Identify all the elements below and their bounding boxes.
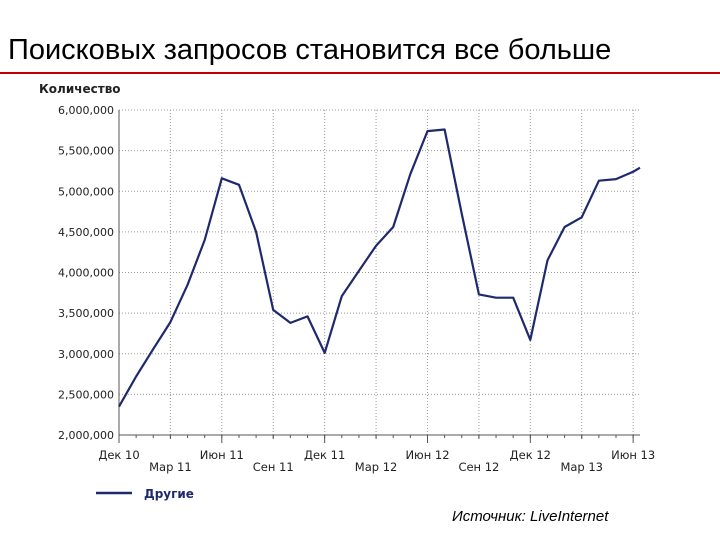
x-tick-label: Сен 12 [458, 460, 499, 474]
slide-title: Поисковых запросов становится все больше [8, 34, 612, 66]
legend-label: Другие [144, 487, 194, 501]
x-tick-label: Июн 11 [200, 448, 244, 462]
source-note: Источник: LiveInternet [452, 508, 609, 525]
chart-series [118, 128, 641, 408]
x-tick-label: Мар 12 [355, 460, 398, 474]
series-line [118, 128, 641, 408]
y-tick-label: 2,500,000 [58, 388, 114, 401]
x-tick-label: Дек 10 [98, 448, 139, 462]
y-tick-label: 5,500,000 [58, 145, 114, 158]
y-tick-label: 5,000,000 [58, 185, 114, 198]
y-tick-label: 6,000,000 [58, 104, 114, 117]
x-tick-label: Сен 11 [253, 460, 294, 474]
x-tick-label: Мар 11 [149, 460, 192, 474]
x-tick-label: Июн 12 [405, 448, 449, 462]
y-tick-label: 3,000,000 [58, 348, 114, 361]
y-tick-label: 4,000,000 [58, 267, 114, 280]
y-axis-label: Количество [39, 82, 121, 96]
x-tick-label: Мар 13 [560, 460, 603, 474]
chart-legend: Другие [96, 487, 194, 501]
y-tick-label: 2,000,000 [58, 429, 114, 442]
chart-grid [119, 109, 640, 435]
y-tick-label: 4,500,000 [58, 226, 114, 239]
plot-area [119, 110, 640, 435]
y-tick-label: 3,500,000 [58, 307, 114, 320]
x-tick-label: Июн 13 [611, 448, 655, 462]
x-tick-label: Дек 12 [510, 448, 551, 462]
chart-axes: 2,000,000 2,500,000 3,000,000 3,500,000 4,00… [58, 104, 655, 474]
title-divider [0, 72, 720, 74]
x-tick-label: Дек 11 [304, 448, 345, 462]
